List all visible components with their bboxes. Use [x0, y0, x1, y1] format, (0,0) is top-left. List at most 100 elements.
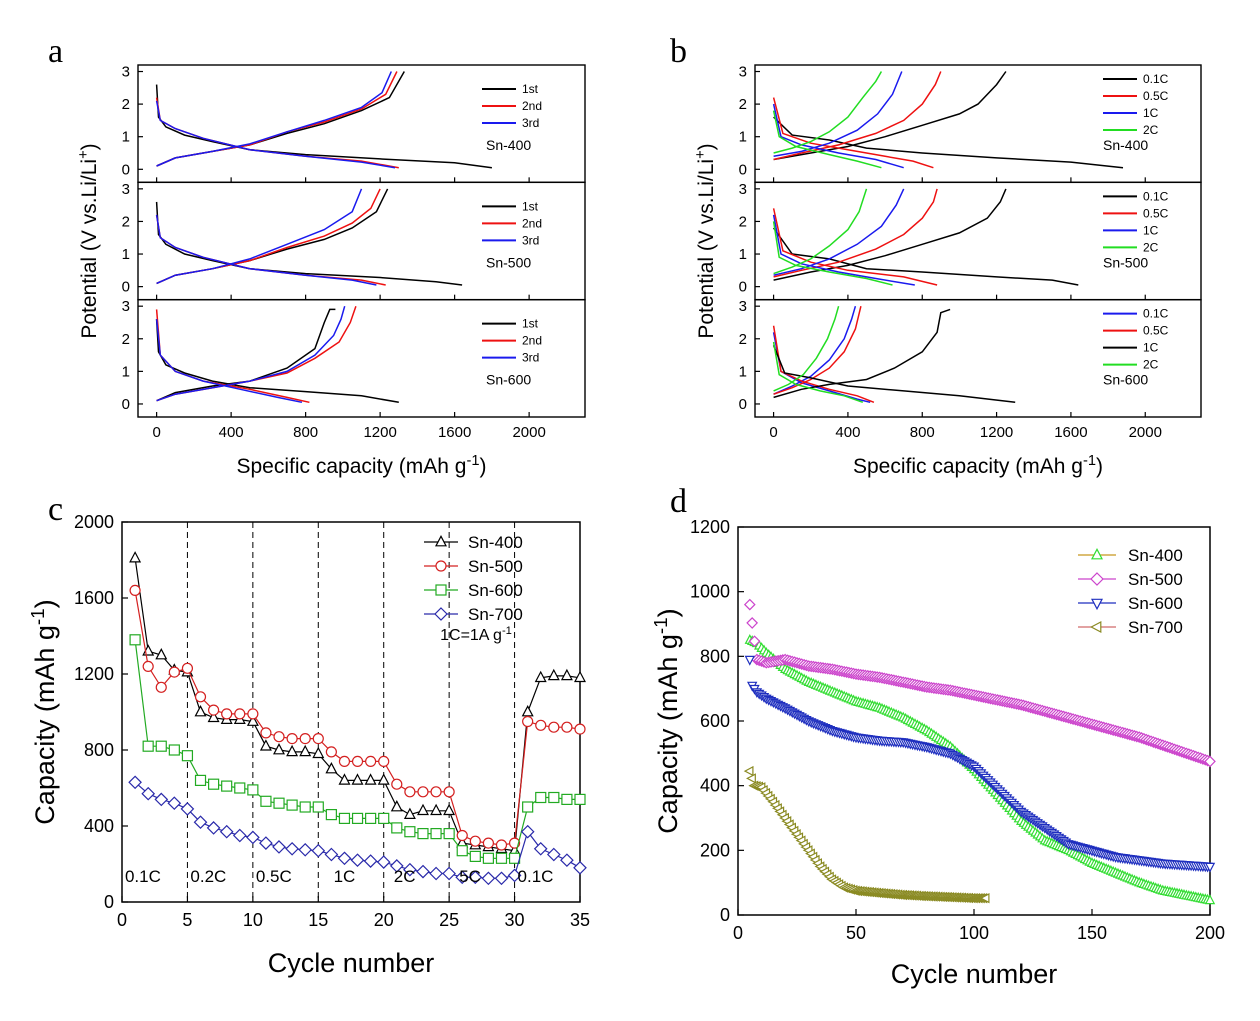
discharge-curve-1C	[772, 214, 915, 286]
charge-curve-0.5C	[773, 306, 862, 395]
data-point-Sn-500	[430, 786, 442, 798]
data-point-Sn-600	[469, 850, 481, 863]
charge-curve-0.1C	[773, 71, 1007, 161]
data-point-Sn-400	[194, 705, 207, 717]
rate-label: 0.1C	[125, 867, 161, 886]
y-tick-label: 3	[122, 298, 130, 315]
legend-label: 3rd	[522, 116, 539, 130]
y-tick-label: 0	[739, 396, 747, 413]
y-tick-label: 600	[700, 711, 730, 731]
plot-frame	[754, 181, 1202, 301]
data-point-Sn-600	[522, 801, 534, 813]
x-tick-label: 30	[505, 910, 525, 930]
data-point-Sn-700	[337, 851, 352, 866]
data-point-Sn-600	[142, 740, 154, 752]
discharge-curve-0.1C	[773, 116, 1124, 169]
legend-label: 0.1C	[1143, 307, 1169, 321]
data-point-Sn-400	[560, 668, 573, 681]
y-tick-label: 0	[720, 905, 730, 925]
data-point-Sn-700	[128, 775, 142, 790]
y-tick-label: 2	[739, 213, 747, 230]
data-point-Sn-500	[746, 617, 759, 629]
x-tick-label: 2000	[1129, 424, 1162, 441]
data-point-Sn-600	[417, 827, 429, 840]
plot-frame	[137, 298, 586, 418]
legend-label: 0.1C	[1143, 72, 1169, 86]
data-point-Sn-600	[404, 826, 416, 838]
data-point-Sn-600	[273, 797, 285, 809]
data-point-Sn-500	[469, 835, 481, 847]
y-tick-label: 1	[739, 246, 747, 263]
legend-label: 0.1C	[1143, 189, 1169, 203]
data-point-Sn-700	[180, 802, 195, 816]
data-point-Sn-700	[520, 824, 535, 839]
legend-label: 3rd	[522, 233, 539, 247]
legend-label: 2C	[1143, 123, 1159, 137]
y-axis-title: Potential (V vs.Li/Li+)	[76, 143, 101, 338]
y-tick-label: 2	[739, 96, 747, 113]
x-tick-label: 5	[182, 910, 192, 930]
data-point-Sn-500	[378, 755, 390, 768]
rate-label: 0.1C	[518, 867, 554, 886]
x-axis-title: Cycle number	[891, 959, 1058, 989]
data-point-Sn-600	[338, 812, 351, 825]
x-tick-label: 150	[1077, 923, 1107, 943]
y-tick-label: 400	[84, 816, 114, 836]
legend-marker	[434, 607, 448, 621]
data-point-Sn-700	[403, 862, 417, 877]
data-point-Sn-700	[193, 815, 208, 830]
legend-marker	[1091, 548, 1103, 560]
panel-label: a	[48, 33, 63, 70]
data-point-Sn-600	[325, 808, 337, 821]
data-point-Sn-600	[194, 774, 207, 787]
charge-curve-2nd	[156, 188, 381, 285]
legend-marker	[1091, 598, 1103, 611]
charge-curve-0.5C	[773, 188, 938, 278]
data-point-Sn-500	[351, 755, 364, 768]
y-tick-label: 1200	[74, 664, 114, 684]
y-tick-label: 3	[122, 64, 130, 81]
data-point-Sn-400	[246, 714, 259, 726]
y-tick-label: 200	[700, 840, 730, 860]
x-tick-label: 2000	[512, 424, 545, 441]
data-point-Sn-600	[495, 852, 508, 864]
data-point-Sn-500	[142, 660, 154, 673]
panel-label: c	[48, 491, 63, 528]
data-point-Sn-500	[247, 708, 259, 720]
y-tick-label: 0	[122, 279, 130, 296]
data-point-Sn-700	[219, 824, 234, 839]
subplot-sn-400: 0 1 2 3 1st 2nd 3rd Sn-400	[122, 64, 586, 184]
data-point-Sn-500	[181, 662, 194, 674]
data-point-Sn-500	[273, 731, 285, 743]
data-point-Sn-600	[548, 791, 560, 804]
data-point-Sn-600	[456, 845, 468, 857]
data-point-Sn-600	[391, 822, 403, 834]
legend-marker	[435, 584, 447, 596]
data-point-Sn-500	[155, 681, 167, 693]
data-point-Sn-700	[167, 796, 182, 811]
discharge-curve-0.1C	[772, 227, 1079, 286]
y-tick-label: 1200	[690, 517, 730, 537]
data-point-Sn-700	[533, 841, 548, 856]
sample-label: Sn-500	[1103, 254, 1148, 270]
data-point-Sn-500	[495, 839, 508, 851]
data-point-Sn-700	[560, 853, 574, 868]
x-tick-label: 0	[117, 910, 127, 930]
panel-d: d 0 200 400 600 800 1000 1200 0 50 100 150 200 Sn-400…	[651, 483, 1226, 989]
y-tick-label: 800	[84, 740, 114, 760]
legend-label: Sn-600	[1128, 594, 1183, 613]
legend-marker	[1090, 572, 1104, 586]
data-point-Sn-700	[272, 840, 286, 854]
charge-curve-0.1C	[773, 305, 857, 395]
data-point-Sn-400	[377, 773, 390, 785]
data-point-Sn-400	[403, 807, 416, 820]
panel-c: c 0 400 800 1200 1600 2000 0 5 10 15 20 25 30 35 0.1C 0.…	[28, 491, 591, 978]
subplot-sn-500: 0 1 2 3 1st 2nd 3rd Sn-500	[122, 181, 586, 301]
data-point-Sn-500	[743, 598, 756, 611]
y-tick-label: 2	[122, 213, 130, 230]
data-point-Sn-600	[1204, 862, 1216, 873]
series-Sn-500	[743, 598, 1216, 768]
x-tick-label: 1200	[363, 424, 396, 441]
data-point-Sn-500	[286, 732, 298, 745]
x-tick-label: 0	[152, 424, 160, 441]
